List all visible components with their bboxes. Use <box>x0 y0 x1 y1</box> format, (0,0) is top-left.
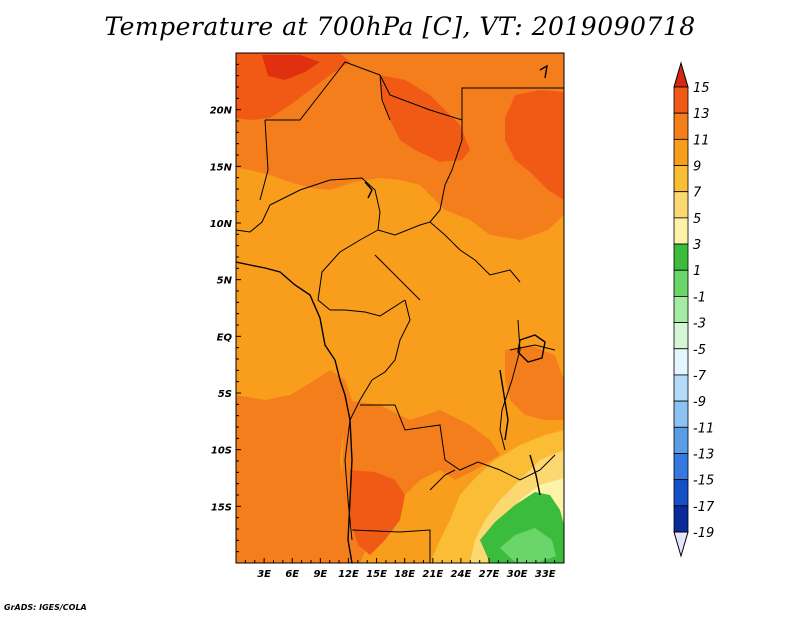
lat-tick-label: 5S <box>218 389 232 400</box>
lon-tick-label: 30E <box>507 569 528 580</box>
border-line <box>265 61 564 121</box>
colorbar-label: -11 <box>693 421 714 436</box>
lake-victoria <box>517 334 546 363</box>
lon-tick-label: 9E <box>313 569 327 580</box>
lat-tick-label: 15S <box>211 502 232 513</box>
lat-tick-label: 20N <box>210 106 233 117</box>
field-15c-north <box>262 55 320 80</box>
border-line <box>371 299 411 381</box>
colorbar-label: 5 <box>693 212 701 227</box>
lon-tick-label: 15E <box>366 569 387 580</box>
lake-chad <box>364 181 373 199</box>
lake-malawi <box>529 454 541 496</box>
colorbar-segment <box>673 374 689 402</box>
nile-delta-mark <box>539 64 548 79</box>
colorbar-label: -9 <box>693 395 706 410</box>
lat-tick-label: 10S <box>211 446 232 457</box>
colorbar-label: -7 <box>693 369 707 384</box>
lon-tick-label: 24E <box>451 569 472 580</box>
lake-tanganyika <box>499 369 509 441</box>
colorbar-label: -1 <box>693 290 706 305</box>
colorbar-segment <box>673 112 689 140</box>
longitude-axis: 3E 6E 9E 12E 15E 18E 21E 24E 27E 30E 33E <box>244 558 556 580</box>
border-line <box>351 529 431 563</box>
border-line <box>379 74 391 121</box>
colorbar-segment <box>673 453 689 481</box>
border-line <box>377 221 521 283</box>
border-line <box>374 254 421 301</box>
field-minus1c-se <box>500 528 556 562</box>
lon-tick-label: 3E <box>257 569 271 580</box>
lat-tick-label: 5N <box>217 276 233 287</box>
border-line <box>429 469 456 491</box>
field-13c-south <box>350 470 405 555</box>
lon-tick-label: 18E <box>394 569 415 580</box>
colorbar-upper-arrow <box>673 61 689 88</box>
colorbar-segment <box>673 322 689 350</box>
map-frame <box>235 52 565 564</box>
border-line <box>360 404 446 461</box>
field-11c-sw <box>236 370 355 563</box>
colorbar-label: 11 <box>693 133 710 148</box>
colorbar-label: -3 <box>693 317 706 332</box>
border-line <box>259 119 269 201</box>
colorbar-segment <box>673 505 689 533</box>
border-line <box>330 299 406 317</box>
colorbar-segment <box>673 243 689 271</box>
colorbar-segment <box>673 296 689 323</box>
field-11c-south <box>342 400 500 563</box>
lon-tick-label: 21E <box>422 569 443 580</box>
border-line <box>236 177 381 311</box>
colorbar: 15 13 11 9 7 5 3 1 -1 -3 -5 -7 -9 -11 -13 -15 -17 -19 <box>673 61 715 558</box>
colorbar-label: -5 <box>693 343 706 358</box>
colorbar-label: -15 <box>693 474 714 489</box>
colorbar-label: 3 <box>693 238 701 253</box>
colorbar-label: -17 <box>693 500 715 515</box>
colorbar-label: 15 <box>693 81 710 96</box>
credit-text: GrADS: IGES/COLA <box>4 603 87 612</box>
lat-tick-label: EQ <box>217 332 233 343</box>
colorbar-segment <box>673 479 689 507</box>
colorbar-label: 7 <box>693 186 702 201</box>
lon-tick-label: 12E <box>338 569 359 580</box>
field-11c-north <box>236 53 564 240</box>
lat-tick-label: 10N <box>210 219 233 230</box>
colorbar-lower-arrow <box>673 531 689 558</box>
field-13c-north2 <box>380 75 470 162</box>
country-borders <box>236 61 564 563</box>
colorbar-segment <box>673 348 689 376</box>
coastlines <box>236 64 548 563</box>
field-13c-northeast <box>505 90 564 200</box>
colorbar-segment <box>673 138 689 166</box>
colorbar-segment <box>673 426 689 454</box>
chart-title: Temperature at 700hPa [C], VT: 201909071… <box>104 12 696 41</box>
lon-tick-label: 6E <box>285 569 299 580</box>
west-coast <box>236 261 353 563</box>
colorbar-label: -13 <box>693 447 714 462</box>
latitude-axis: 20N 15N 10N 5N EQ 5S 10S 15S <box>210 63 241 553</box>
lat-tick-label: 15N <box>210 162 233 173</box>
colorbar-segment <box>673 191 689 219</box>
colorbar-label: 9 <box>693 160 701 175</box>
lon-tick-label: 27E <box>479 569 500 580</box>
colorbar-segment <box>673 165 689 193</box>
border-line <box>344 379 373 541</box>
border-line <box>499 454 556 481</box>
field-13c-north <box>236 53 350 120</box>
field-11c-east <box>505 345 564 420</box>
colorbar-segment <box>673 400 689 428</box>
colorbar-label: -19 <box>693 526 714 541</box>
colorbar-segment <box>673 269 689 297</box>
border-line <box>444 459 501 471</box>
temperature-field <box>236 53 564 563</box>
lon-tick-label: 33E <box>535 569 556 580</box>
border-line <box>429 120 463 223</box>
colorbar-label: 13 <box>693 107 710 122</box>
colorbar-segment <box>673 86 689 114</box>
colorbar-label: 1 <box>693 264 701 279</box>
colorbar-segment <box>673 217 689 245</box>
